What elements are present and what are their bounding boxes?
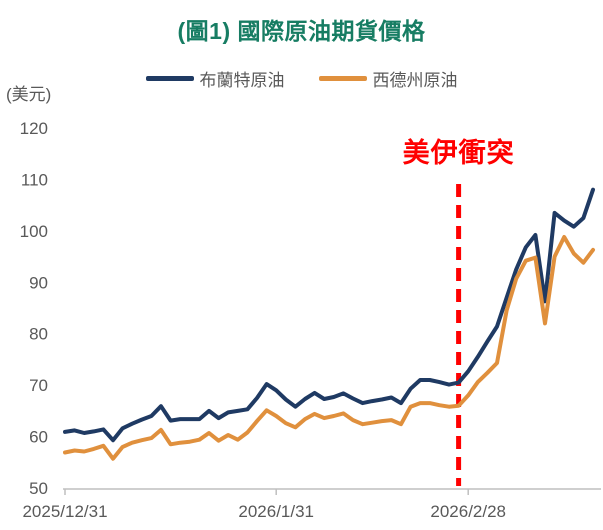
brent-line-swatch-icon [145, 76, 194, 81]
y-axis-tick-label: 120 [20, 119, 48, 138]
wti-line [63, 235, 595, 461]
legend-label-brent: 布蘭特原油 [199, 71, 285, 90]
chart-legend: 布蘭特原油 西德州原油 [0, 66, 603, 91]
legend-item-brent: 布蘭特原油 [145, 66, 285, 91]
x-axis-tick-label: 2026/1/31 [238, 502, 314, 521]
wti-line-swatch-icon [318, 76, 367, 81]
legend-item-wti: 西德州原油 [318, 66, 458, 91]
y-axis-tick-label: 110 [21, 170, 48, 189]
y-axis-tick-label: 90 [29, 273, 48, 292]
legend-label-wti: 西德州原油 [372, 71, 458, 90]
y-axis-unit-label: (美元) [6, 85, 52, 104]
x-axis-tick-label: 2026/2/28 [430, 502, 506, 521]
y-axis-tick-label: 100 [20, 222, 48, 241]
y-axis-tick-label: 80 [29, 325, 48, 344]
chart-title: (圖1) 國際原油期貨價格 [177, 18, 426, 44]
x-axis-tick-label: 2025/12/31 [22, 502, 107, 521]
y-axis-tick-label: 60 [29, 428, 48, 447]
brent-line [63, 187, 595, 443]
y-axis-tick-label: 70 [29, 376, 48, 395]
y-axis-tick-label: 50 [29, 479, 48, 498]
event-annotation-label: 美伊衝突 [402, 138, 515, 168]
